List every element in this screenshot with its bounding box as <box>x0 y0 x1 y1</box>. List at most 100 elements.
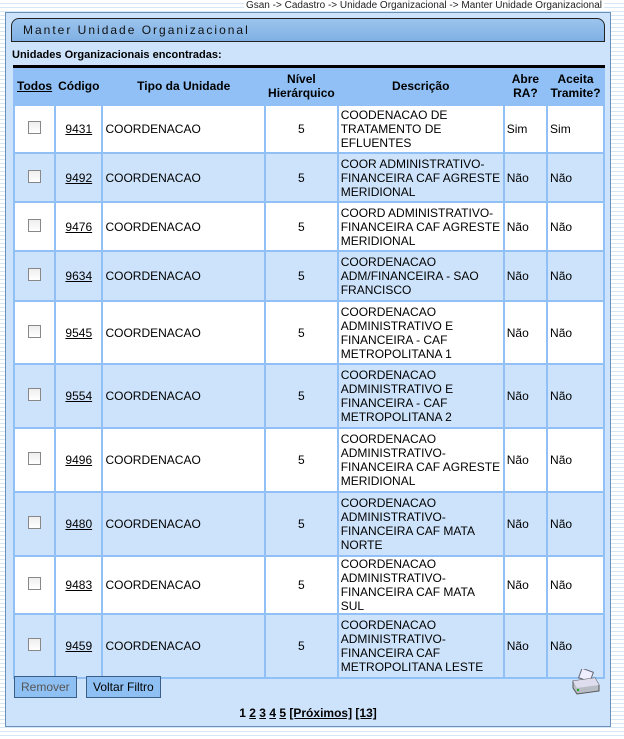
abre-ra-cell: Não <box>502 427 549 493</box>
codigo-link[interactable]: 9492 <box>65 170 93 185</box>
aceita-tramite-cell: Não <box>546 152 605 203</box>
nivel-cell: 5 <box>264 152 339 203</box>
codigo-link[interactable]: 9634 <box>65 269 93 283</box>
codigo-link[interactable]: 9431 <box>65 122 93 136</box>
codigo-cell[interactable]: 9483 <box>54 555 104 615</box>
table-row: 9459 COORDENACAO 5 COORDENACAO ADMINISTR… <box>12 613 605 679</box>
descricao-cell: COORDENACAO ADMINISTRATIVO-FINANCEIRA CA… <box>336 613 505 679</box>
abre-ra-cell: Não <box>502 555 549 615</box>
header-descricao: Descrição <box>336 65 505 106</box>
row-checkbox-cell[interactable] <box>12 427 57 493</box>
abre-ra-cell: Não <box>502 613 549 679</box>
row-checkbox[interactable] <box>28 452 42 465</box>
header-aceita-tramite: Aceita Tramite? <box>546 65 605 106</box>
last-page-link[interactable]: [13] <box>355 706 377 720</box>
codigo-link[interactable]: 9476 <box>65 219 93 234</box>
aceita-tramite-cell: Sim <box>546 104 605 154</box>
row-checkbox-cell[interactable] <box>12 201 57 252</box>
row-checkbox[interactable] <box>28 324 42 338</box>
row-checkbox[interactable] <box>28 388 42 401</box>
row-checkbox[interactable] <box>28 218 42 232</box>
codigo-cell[interactable]: 9545 <box>54 300 104 365</box>
row-checkbox-cell[interactable] <box>12 250 57 302</box>
row-checkbox-cell[interactable] <box>12 363 57 429</box>
nivel-cell: 5 <box>264 363 339 429</box>
table-row: 9492 COORDENACAO 5 COOR ADMINISTRATIVO-F… <box>12 152 605 203</box>
table-row: 9496 COORDENACAO 5 COORDENACAO ADMINISTR… <box>12 427 605 493</box>
main-panel: Manter Unidade Organizacional Unidades O… <box>5 12 611 727</box>
tipo-cell: COORDENACAO <box>101 152 267 203</box>
codigo-link[interactable]: 9480 <box>65 517 93 531</box>
todos-link[interactable]: Todos <box>17 79 53 93</box>
row-checkbox[interactable] <box>28 169 42 183</box>
codigo-link[interactable]: 9545 <box>65 325 93 340</box>
descricao-cell: COORD ADMINISTRATIVO-FINANCEIRA CAF AGRE… <box>336 201 505 252</box>
aceita-tramite-cell: Não <box>546 363 605 429</box>
table-row: 9476 COORDENACAO 5 COORD ADMINISTRATIVO-… <box>12 201 605 252</box>
row-checkbox[interactable] <box>28 121 42 134</box>
codigo-link[interactable]: 9554 <box>65 389 93 403</box>
tipo-cell: COORDENACAO <box>101 104 267 154</box>
codigo-cell[interactable]: 9554 <box>54 363 104 429</box>
remover-button[interactable]: Remover <box>14 676 77 698</box>
nivel-cell: 5 <box>264 613 339 679</box>
codigo-cell[interactable]: 9476 <box>54 201 104 252</box>
table-row: 9545 COORDENACAO 5 COORDENACAO ADMINISTR… <box>12 300 605 365</box>
aceita-tramite-cell: Não <box>546 555 605 615</box>
row-checkbox-cell[interactable] <box>12 555 57 615</box>
page-link[interactable]: 5 <box>279 706 287 720</box>
row-checkbox[interactable] <box>28 638 42 651</box>
descricao-cell: COOR ADMINISTRATIVO-FINANCEIRA CAF AGRES… <box>336 152 505 203</box>
row-checkbox-cell[interactable] <box>12 152 57 203</box>
voltar-filtro-button[interactable]: Voltar Filtro <box>86 676 161 698</box>
descricao-cell: COORDENACAO ADMINISTRATIVO E FINANCEIRA … <box>336 300 505 365</box>
header-codigo: Código <box>54 65 104 106</box>
tipo-cell: COORDENACAO <box>101 300 267 365</box>
page-link[interactable]: 3 <box>259 706 266 720</box>
nivel-cell: 5 <box>264 555 339 615</box>
current-page: 1 <box>239 706 246 720</box>
table-row: 9634 COORDENACAO 5 COORDENACAO ADM/FINAN… <box>12 250 605 302</box>
abre-ra-cell: Sim <box>502 104 549 154</box>
table-row: 9483 COORDENACAO 5 COORDENACAO ADMINISTR… <box>12 555 605 615</box>
codigo-link[interactable]: 9459 <box>65 639 93 653</box>
descricao-cell: COODENACAO DE TRATAMENTO DE EFLUENTES <box>336 104 505 154</box>
breadcrumb: Gsan -> Cadastro -> Unidade Organizacion… <box>243 0 604 11</box>
abre-ra-cell: Não <box>502 491 549 557</box>
row-checkbox[interactable] <box>28 577 42 590</box>
codigo-cell[interactable]: 9480 <box>54 491 104 557</box>
codigo-link[interactable]: 9496 <box>65 453 93 467</box>
codigo-cell[interactable]: 9492 <box>54 152 104 203</box>
codigo-link[interactable]: 9483 <box>65 578 93 592</box>
descricao-cell: COORDENACAO ADMINISTRATIVO-FINANCEIRA CA… <box>336 555 505 615</box>
results-label: Unidades Organizacionais encontradas: <box>12 49 222 61</box>
table-row: 9480 COORDENACAO 5 COORDENACAO ADMINISTR… <box>12 491 605 557</box>
tipo-cell: COORDENACAO <box>101 491 267 557</box>
page-link[interactable]: 4 <box>269 706 277 720</box>
codigo-cell[interactable]: 9496 <box>54 427 104 493</box>
select-all-link[interactable]: Todos <box>12 65 57 106</box>
row-checkbox-cell[interactable] <box>12 104 57 154</box>
aceita-tramite-cell: Não <box>546 201 605 252</box>
next-pages-link[interactable]: [Próximos] <box>289 706 353 720</box>
codigo-cell[interactable]: 9459 <box>54 613 104 679</box>
nivel-cell: 5 <box>264 427 339 493</box>
codigo-cell[interactable]: 9634 <box>54 250 104 302</box>
descricao-cell: COORDENACAO ADMINISTRATIVO-FINANCEIRA CA… <box>336 427 505 493</box>
row-checkbox[interactable] <box>28 268 42 281</box>
codigo-cell[interactable]: 9431 <box>54 104 104 154</box>
printer-icon[interactable] <box>570 669 600 695</box>
nivel-cell: 5 <box>264 104 339 154</box>
table-row: 9431 COORDENACAO 5 COODENACAO DE TRATAME… <box>12 104 605 154</box>
nivel-cell: 5 <box>264 300 339 365</box>
abre-ra-cell: Não <box>502 250 549 302</box>
row-checkbox-cell[interactable] <box>12 491 57 557</box>
row-checkbox-cell[interactable] <box>12 613 57 679</box>
nivel-cell: 5 <box>264 201 339 252</box>
header-tipo: Tipo da Unidade <box>101 65 267 106</box>
abre-ra-cell: Não <box>502 152 549 203</box>
row-checkbox-cell[interactable] <box>12 300 57 365</box>
page-link[interactable]: 2 <box>249 706 256 720</box>
aceita-tramite-cell: Não <box>546 250 605 302</box>
row-checkbox[interactable] <box>28 516 42 529</box>
